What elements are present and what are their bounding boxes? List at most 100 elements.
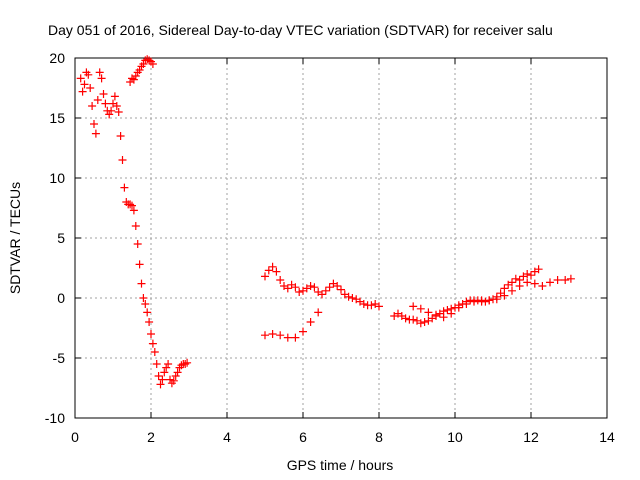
data-point	[183, 358, 192, 367]
data-point	[129, 75, 138, 84]
data-point	[84, 70, 93, 79]
axis-ticks	[74, 57, 608, 419]
data-point	[156, 380, 165, 389]
data-point	[318, 290, 326, 299]
data-point	[299, 327, 307, 336]
chart-title: Day 051 of 2016, Sidereal Day-to-day VTE…	[48, 22, 553, 38]
data-point	[139, 294, 148, 302]
data-point	[432, 310, 440, 319]
data-point	[416, 304, 425, 313]
data-point	[137, 279, 146, 288]
data-point	[561, 276, 570, 284]
data-point	[268, 262, 277, 271]
data-point	[500, 284, 509, 293]
data-point	[439, 313, 448, 322]
data-point	[166, 375, 174, 384]
y-tick-label: 5	[57, 230, 65, 246]
data-point	[145, 318, 154, 326]
data-point	[90, 120, 98, 128]
data-point	[314, 308, 323, 317]
data-point	[148, 339, 157, 348]
y-tick-label: 0	[57, 290, 65, 306]
data-point	[546, 278, 554, 287]
data-point	[141, 300, 150, 308]
data-point	[148, 60, 157, 68]
data-point	[527, 271, 535, 280]
data-point	[523, 278, 532, 287]
x-tick-label: 6	[299, 429, 307, 445]
data-point	[367, 301, 376, 310]
data-point	[171, 372, 180, 380]
data-point	[310, 283, 319, 292]
data-point	[76, 74, 85, 83]
data-point	[261, 272, 269, 281]
data-point	[416, 319, 425, 328]
data-point	[154, 372, 163, 380]
data-point	[470, 296, 478, 305]
data-point	[86, 84, 95, 92]
data-point	[462, 300, 471, 308]
data-point	[120, 183, 129, 192]
data-point	[131, 72, 140, 80]
data-point	[276, 331, 285, 340]
data-point	[295, 288, 304, 296]
data-point	[105, 110, 114, 119]
data-point	[306, 282, 315, 290]
data-point	[162, 363, 171, 372]
data-point	[261, 331, 269, 340]
data-point	[164, 360, 173, 368]
x-axis-label: GPS time / hours	[287, 457, 394, 473]
data-point	[485, 296, 494, 305]
data-point	[321, 286, 330, 295]
data-point	[173, 368, 182, 377]
data-point	[135, 66, 144, 74]
data-point	[283, 284, 292, 293]
data-point	[93, 96, 102, 104]
data-point	[268, 330, 277, 338]
data-point	[177, 361, 186, 370]
data-point	[169, 376, 178, 385]
data-point	[131, 222, 140, 230]
data-point	[118, 156, 127, 164]
y-tick-label: 10	[49, 170, 65, 186]
data-point	[566, 274, 575, 283]
data-point	[152, 360, 161, 368]
data-point	[306, 318, 315, 326]
data-point	[126, 200, 135, 209]
data-point	[325, 283, 334, 292]
data-point	[101, 99, 110, 108]
data-point	[454, 303, 463, 312]
x-tick-label: 0	[71, 429, 79, 445]
data-point	[139, 60, 148, 68]
data-point	[97, 74, 106, 83]
data-point	[401, 314, 410, 323]
data-point	[272, 267, 281, 276]
x-tick-label: 12	[523, 429, 539, 445]
data-point	[143, 308, 152, 317]
series-4	[261, 308, 323, 342]
data-point	[110, 92, 119, 101]
data-point	[538, 282, 547, 290]
data-point	[420, 318, 429, 326]
data-point	[359, 300, 368, 308]
data-point	[477, 297, 486, 306]
data-point	[291, 333, 300, 342]
x-tick-labels: 0 2 4 6 8 10 12 14	[71, 429, 615, 445]
data-point	[348, 294, 357, 302]
x-tick-label: 8	[375, 429, 383, 445]
data-point	[181, 360, 190, 368]
data-points	[76, 55, 575, 389]
series-1	[76, 68, 192, 389]
data-point	[333, 282, 342, 290]
x-tick-label: 4	[223, 429, 231, 445]
data-point	[375, 302, 383, 311]
data-point	[91, 129, 100, 138]
series-6	[409, 274, 575, 322]
data-point	[276, 276, 285, 284]
x-tick-label: 2	[147, 429, 155, 445]
data-point	[112, 102, 121, 110]
data-point	[511, 274, 520, 283]
data-point	[99, 90, 108, 98]
data-point	[534, 265, 543, 274]
